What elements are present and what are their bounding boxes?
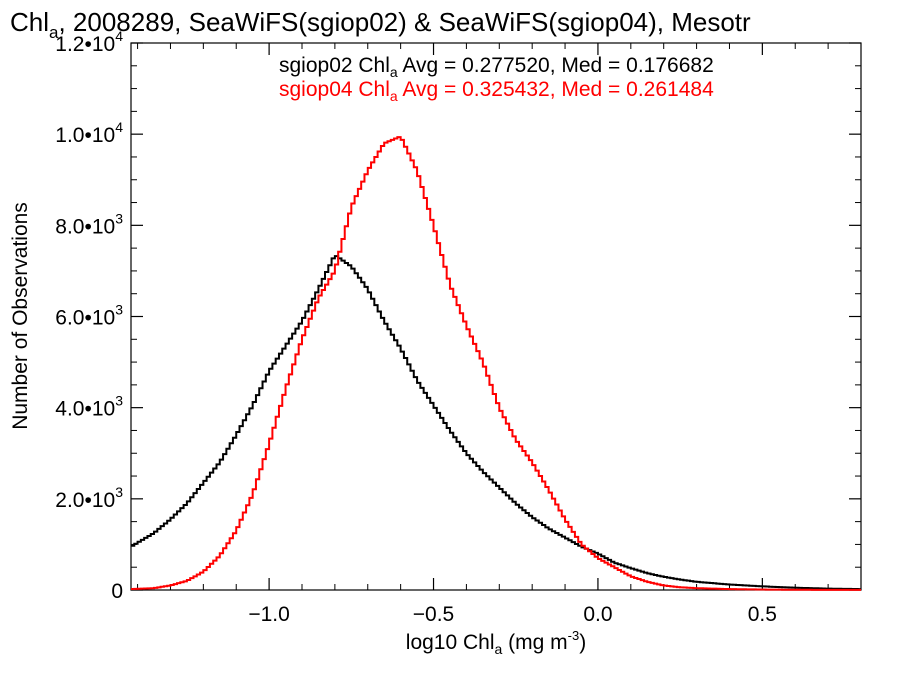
series-line-sgiop04 — [131, 136, 861, 591]
x-tick-label: 0.5 — [748, 603, 777, 626]
x-axis-title: log10 Chla (mg m-3) — [406, 628, 586, 657]
y-tick-label: 1.0•104 — [55, 119, 123, 147]
series-line-sgiop02 — [131, 255, 861, 591]
legend-sgiop02: sgiop02 Chla Avg = 0.277520, Med = 0.176… — [279, 54, 714, 80]
axis-ticks — [131, 42, 862, 591]
y-axis-title: Number of Observations — [9, 202, 32, 430]
x-tick-label: −0.5 — [413, 603, 454, 626]
y-tick-label: 0 — [111, 580, 123, 603]
y-tick-label: 2.0•103 — [55, 484, 123, 512]
y-tick-label: 6.0•103 — [55, 302, 123, 330]
x-tick-label: −1.0 — [248, 603, 289, 626]
x-tick-labels: −1.0 −0.5 0.0 0.5 — [248, 603, 777, 626]
y-tick-labels: 0 2.0•103 4.0•103 6.0•103 8.0•103 1.0•104 1.2•… — [55, 28, 123, 603]
x-tick-label: 0.0 — [583, 603, 612, 626]
y-tick-label: 8.0•103 — [55, 210, 123, 238]
legend-sgiop04: sgiop04 Chla Avg = 0.325432, Med = 0.261… — [279, 78, 714, 104]
y-tick-label: 4.0•103 — [55, 393, 123, 421]
series-layer — [131, 136, 861, 591]
chart-title: Chla, 2008289, SeaWiFS(sgiop02) & SeaWiF… — [10, 7, 751, 42]
y-tick-label: 1.2•104 — [55, 28, 123, 56]
